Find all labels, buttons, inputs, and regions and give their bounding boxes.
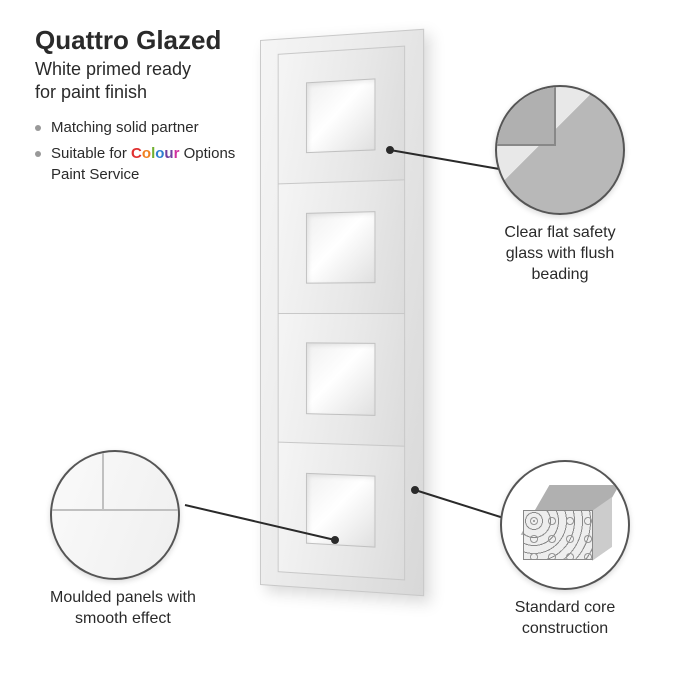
bullet-options: Options bbox=[179, 145, 235, 162]
bullet-dot-icon bbox=[35, 151, 41, 157]
bullet-prefix: Suitable for bbox=[51, 145, 131, 162]
title-block: Quattro Glazed White primed ready for pa… bbox=[35, 25, 221, 103]
door-panel bbox=[278, 46, 405, 185]
bullet-text: Suitable for Colour Options Paint Service bbox=[51, 144, 235, 185]
bullet-text: Matching solid partner bbox=[51, 118, 199, 138]
glass-pane-icon bbox=[306, 211, 375, 284]
subtitle-line-2: for paint finish bbox=[35, 81, 221, 104]
callout-circle-icon bbox=[500, 460, 630, 590]
bullet-item: Suitable for Colour Options Paint Service bbox=[35, 144, 235, 185]
callout-circle-icon bbox=[495, 85, 625, 215]
door-body bbox=[260, 29, 424, 597]
door-panel bbox=[278, 313, 405, 448]
door-illustration bbox=[260, 29, 424, 597]
callout-label: Standard core construction bbox=[500, 598, 630, 640]
door-panel bbox=[278, 442, 405, 581]
callout-label: Moulded panels with smooth effect bbox=[50, 588, 196, 630]
bullet-suffix: Paint Service bbox=[51, 166, 139, 183]
core-construction-icon bbox=[525, 490, 605, 560]
door-panel bbox=[278, 179, 405, 314]
bullet-dot-icon bbox=[35, 125, 41, 131]
bullet-item: Matching solid partner bbox=[35, 118, 235, 138]
callout-panels: Moulded panels with smooth effect bbox=[50, 450, 196, 630]
product-title: Quattro Glazed bbox=[35, 25, 221, 56]
glass-pane-icon bbox=[306, 343, 375, 416]
callout-glass: Clear flat safety glass with flush beadi… bbox=[495, 85, 625, 285]
subtitle-line-1: White primed ready bbox=[35, 58, 221, 81]
callout-core: Standard core construction bbox=[500, 460, 630, 640]
callout-circle-icon bbox=[50, 450, 180, 580]
callout-label: Clear flat safety glass with flush beadi… bbox=[495, 223, 625, 285]
glass-pane-icon bbox=[306, 78, 375, 153]
colour-options-logo: Colour bbox=[131, 145, 179, 162]
feature-bullets: Matching solid partner Suitable for Colo… bbox=[35, 118, 235, 191]
glass-pane-icon bbox=[306, 473, 375, 548]
